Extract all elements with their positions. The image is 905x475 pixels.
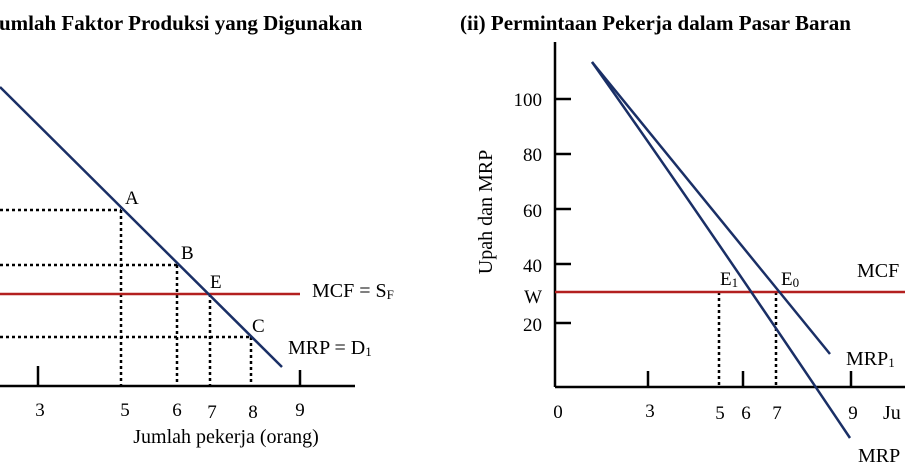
right-y-w-label: W xyxy=(524,287,542,308)
left-mcf-label-sub: F xyxy=(387,287,394,302)
right-mrp1-label: MRP1 xyxy=(846,348,895,370)
left-mcf-label: MCF = SF xyxy=(312,280,394,302)
left-mrp-line xyxy=(0,86,283,368)
left-panel: umlah Faktor Produksi yang Digunakan 3 5… xyxy=(0,11,394,448)
right-e1-sub: 1 xyxy=(732,275,739,290)
right-x-tick-label-9: 9 xyxy=(848,403,858,424)
right-x-tick-label-6: 6 xyxy=(741,403,751,424)
point-label-a: A xyxy=(125,188,139,209)
right-x-axis-label: Ju xyxy=(883,402,901,424)
left-x-tick-label-3: 3 xyxy=(35,400,45,421)
left-mcf-label-main: MCF = S xyxy=(312,280,387,302)
right-y-axis-label: Upah dan MRP xyxy=(475,150,497,274)
right-mrp1-line xyxy=(591,61,831,355)
right-mrp1-main: MRP xyxy=(846,348,888,370)
point-label-b: B xyxy=(181,243,194,264)
right-x-tick-label-3: 3 xyxy=(645,401,655,422)
right-y-tick-label-40: 40 xyxy=(523,256,542,277)
left-mrp-label-main: MRP = D xyxy=(288,337,365,359)
left-x-tick-label-7: 7 xyxy=(207,402,217,423)
right-e1-main: E xyxy=(720,269,732,290)
left-mrp-label: MRP = D1 xyxy=(288,337,372,359)
right-y-tick-label-80: 80 xyxy=(523,145,542,166)
right-y-tick-label-100: 100 xyxy=(514,90,543,111)
right-panel-title: (ii) Permintaan Pekerja dalam Pasar Bara… xyxy=(460,11,851,35)
right-mcf-label: MCF xyxy=(857,260,899,282)
right-x-tick-label-0: 0 xyxy=(553,402,563,423)
right-y-tick-label-60: 60 xyxy=(523,201,542,222)
left-x-tick-label-6: 6 xyxy=(172,400,182,421)
left-x-tick-label-5: 5 xyxy=(120,400,130,421)
left-x-axis-label: Jumlah pekerja (orang) xyxy=(133,426,318,448)
left-panel-title: umlah Faktor Produksi yang Digunakan xyxy=(0,11,363,35)
right-y-tick-label-20: 20 xyxy=(523,315,542,336)
right-e0-main: E xyxy=(781,269,793,290)
point-label-c: C xyxy=(252,316,265,337)
point-label-e: E xyxy=(210,272,222,293)
right-mrp-curve xyxy=(590,61,852,439)
right-point-label-e0: E0 xyxy=(781,269,799,290)
left-x-tick-label-8: 8 xyxy=(248,402,258,423)
right-mrp1-sub: 1 xyxy=(888,355,895,370)
right-mrp-bottom-label: MRP xyxy=(858,445,900,467)
right-point-label-e1: E1 xyxy=(720,269,738,290)
left-x-tick-label-9: 9 xyxy=(295,400,305,421)
right-x-tick-label-7: 7 xyxy=(772,403,782,424)
right-x-tick-label-5: 5 xyxy=(715,403,725,424)
right-panel: (ii) Permintaan Pekerja dalam Pasar Bara… xyxy=(460,11,905,467)
right-e0-sub: 0 xyxy=(793,275,800,290)
left-mrp-label-sub: 1 xyxy=(365,344,372,359)
